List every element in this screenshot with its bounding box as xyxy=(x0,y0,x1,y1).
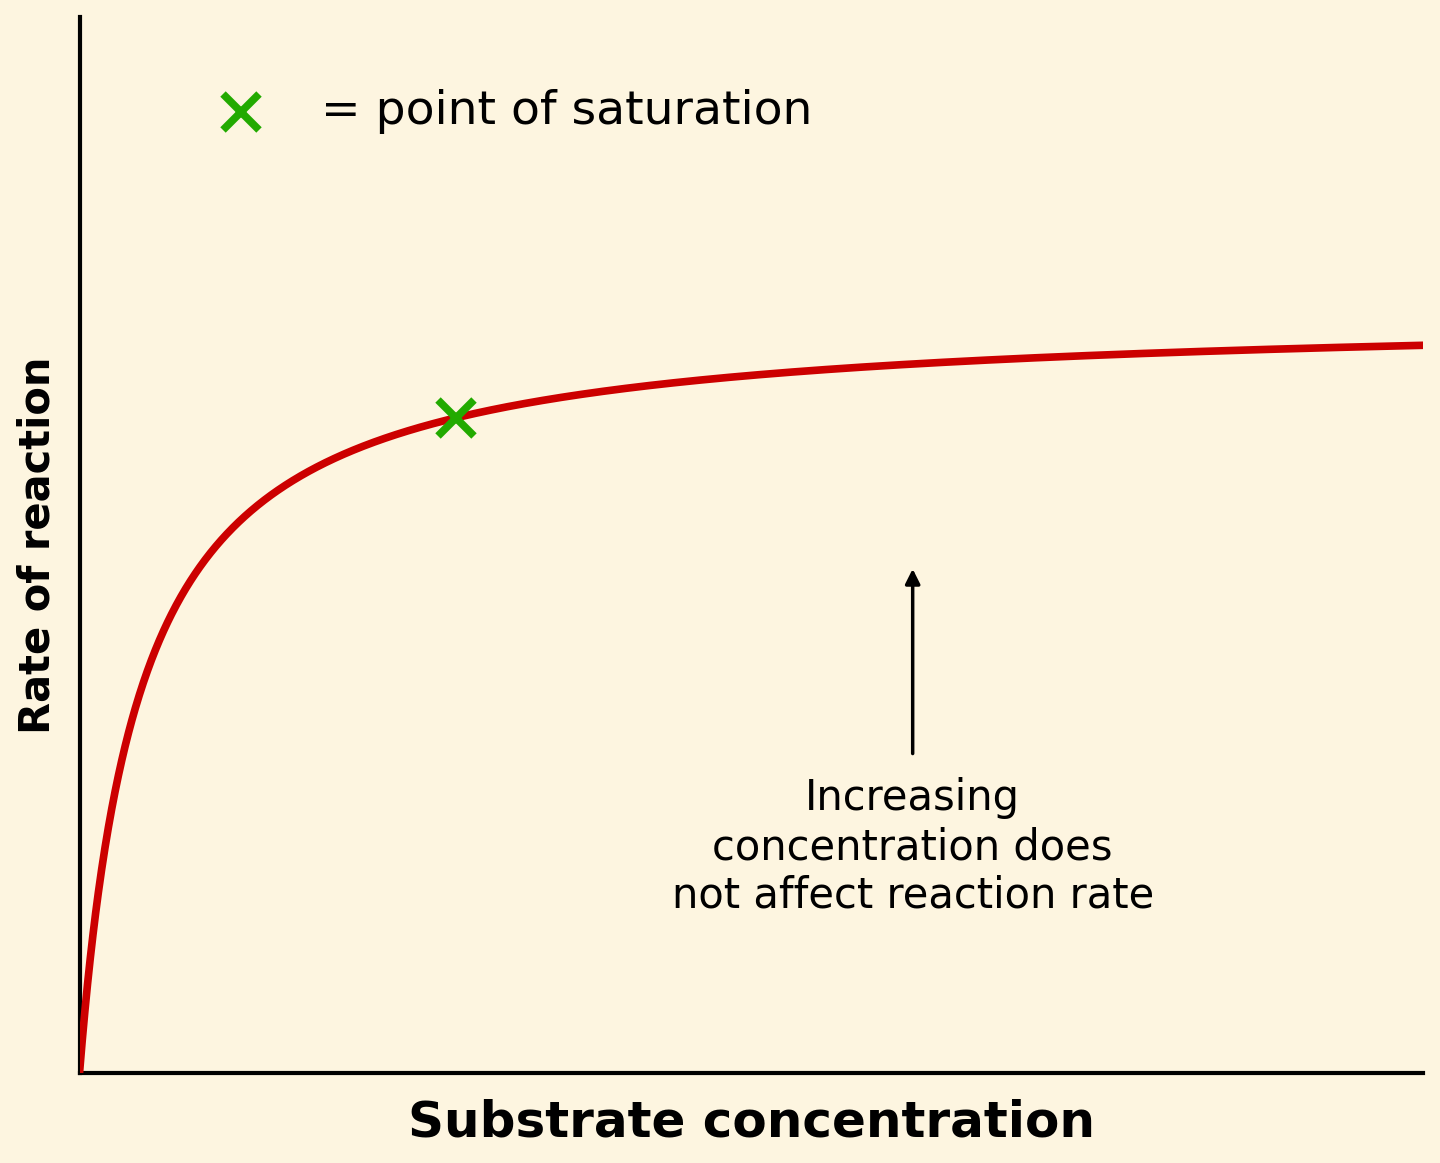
X-axis label: Substrate concentration: Substrate concentration xyxy=(408,1098,1094,1147)
Text: = point of saturation: = point of saturation xyxy=(321,90,812,134)
Text: Increasing
concentration does
not affect reaction rate: Increasing concentration does not affect… xyxy=(671,778,1153,916)
Y-axis label: Rate of reaction: Rate of reaction xyxy=(17,356,59,734)
